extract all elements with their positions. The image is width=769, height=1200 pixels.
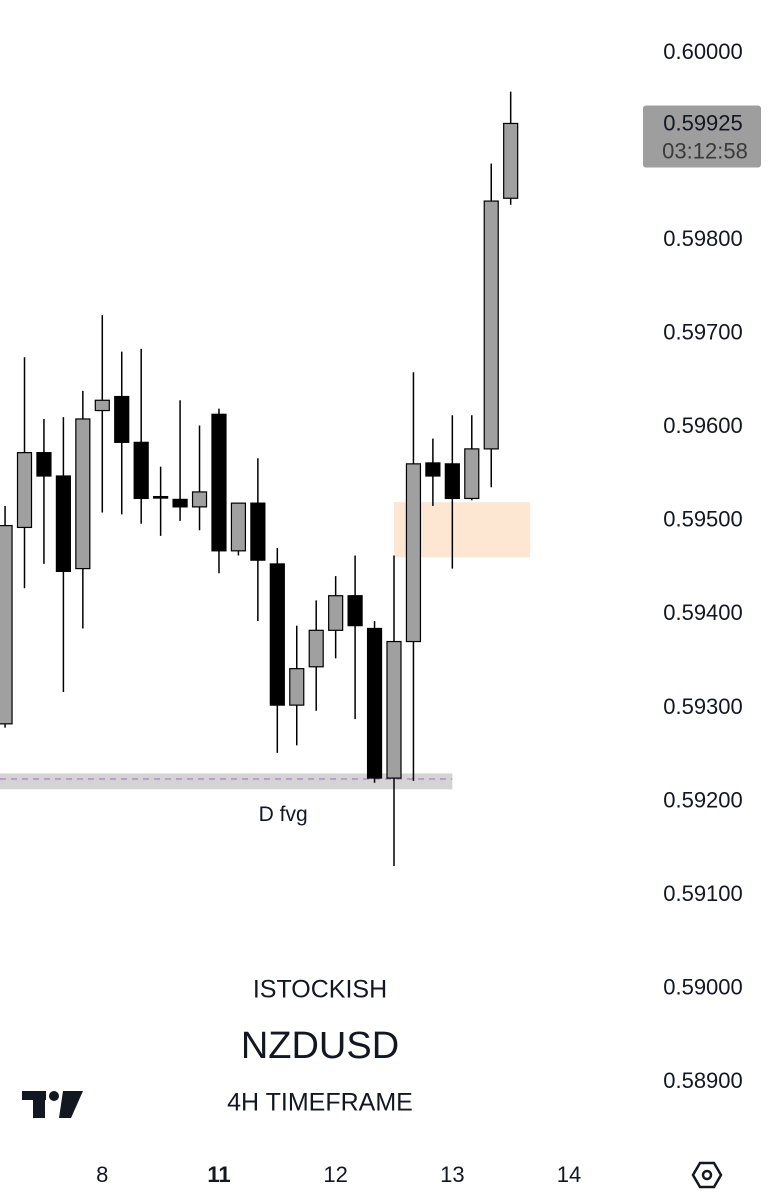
price-label: 0.59925 [663,110,743,135]
y-tick-label: 0.59200 [663,787,743,812]
settings-icon[interactable] [691,1161,723,1189]
plot-area [0,91,531,866]
candle-body-down [444,463,460,500]
symbol: NZDUSD [241,1025,399,1067]
candle-body-up [464,448,480,500]
candle-body-up [503,122,519,199]
x-tick-label: 11 [207,1162,230,1187]
candle-body-down [366,627,383,779]
y-tick-label: 0.59300 [663,694,743,719]
candle-body-down [250,502,266,561]
candle-body-down [114,395,130,443]
candle-body-up [405,463,422,643]
candle-body-up [0,524,13,725]
x-tick-label: 12 [323,1162,347,1187]
candle-body-up [230,502,247,552]
author: ISTOCKISH [253,976,387,1004]
candle-body-down [153,495,169,499]
x-tick-label: 14 [557,1162,581,1187]
annotation: D fvg [259,803,308,826]
x-tick-label: 8 [96,1162,108,1187]
timeframe: 4H TIMEFRAME [227,1089,413,1117]
candle-body-up [483,200,499,450]
y-tick-label: 0.59000 [663,974,743,999]
tradingview-logo [22,1091,83,1118]
candle-body-down [133,441,149,500]
y-tick-label: 0.59500 [663,507,743,532]
candle-body-down [347,595,363,627]
y-tick-label: 0.59400 [663,600,743,625]
candle-body-up [16,452,33,529]
candle-body-up [328,595,344,631]
y-tick-label: 0.60000 [663,39,743,64]
candle-body-up [75,418,91,570]
candle-body-up [94,399,110,412]
candle-body-down [425,462,441,477]
x-tick-label: 13 [440,1162,464,1187]
candle-body-down [211,413,227,552]
candle-body-down [269,563,285,706]
candle-body-up [386,640,402,779]
countdown-label: 03:12:58 [662,138,748,163]
candle-body-down [172,498,188,508]
candle-body-up [308,629,324,668]
y-tick-label: 0.59800 [663,226,743,251]
zone [0,773,453,790]
candle-body-down [36,452,52,477]
candle-body-up [191,491,208,508]
candle-body-down [55,475,71,573]
y-tick-label: 0.58900 [663,1068,743,1093]
y-tick-label: 0.59100 [663,881,743,906]
price-label-box [643,105,761,168]
y-tick-label: 0.59600 [663,413,743,438]
y-tick-label: 0.59700 [663,320,743,345]
candle-body-up [289,668,305,706]
